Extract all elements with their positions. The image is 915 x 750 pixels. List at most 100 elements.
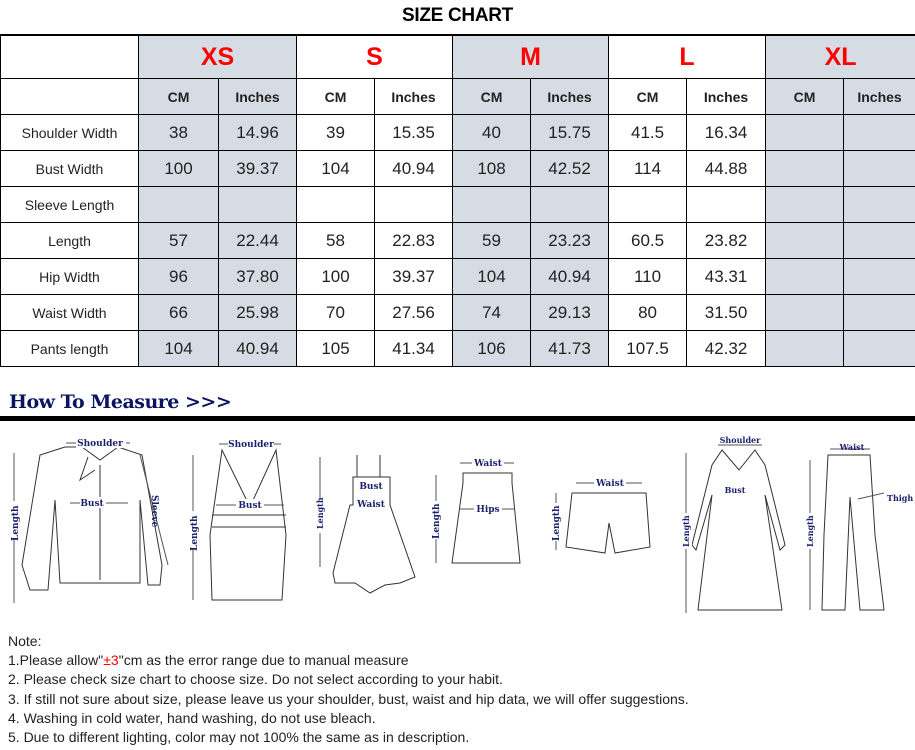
value-cell: 41.5 [608,114,688,151]
corner-cell [0,78,139,115]
value-cell: 80 [608,294,688,331]
corner-cell [0,34,139,79]
value-cell: 23.82 [686,222,767,259]
table-row: Waist Width 66 25.98 70 27.56 74 29.13 80 31.50 [0,294,915,331]
value-cell: 114 [608,150,688,187]
measurement-illustrations: Shoulder Bust Sleeve Length Shoulder Bus… [9,435,913,613]
row-label: Bust Width [0,150,139,187]
value-cell: 39.37 [217,150,298,187]
size-header-row: XS S M L XL [0,34,915,79]
value-cell: 57 [138,222,219,259]
length-label: Length [681,515,691,547]
blouse-figure: Shoulder Bust Sleeve Length [9,437,169,603]
value-cell: 40.94 [217,330,298,367]
value-cell [374,186,454,223]
table-row: Sleeve Length [0,186,915,223]
value-cell: 25.98 [217,294,298,331]
shoulder-label: Shoulder [720,435,761,445]
value-cell: 58 [296,222,376,259]
bust-label: Bust [238,501,262,511]
row-label: Length [0,222,139,259]
value-cell [843,294,915,331]
note-5: 5. Due to different lighting, color may … [8,729,470,746]
value-cell [843,186,915,223]
unit-header-cm: CM [765,78,845,115]
length-label: Length [315,497,325,529]
value-cell: 29.13 [530,294,610,331]
value-cell: 43.31 [686,258,767,295]
hips-label: Hips [476,505,499,515]
unit-header-row: CM Inches CM Inches CM Inches CM Inches CM Inches [0,78,915,115]
value-cell: 15.35 [374,114,454,151]
value-cell [765,258,845,295]
value-cell: 107.5 [608,330,688,367]
size-table: XS S M L XL CM Inches CM Inches CM Inches CM Inches C… [0,34,915,367]
dress-figure: Bust Waist Length [315,455,416,594]
value-cell [843,222,915,259]
table-row: Shoulder Width 38 14.96 39 15.35 40 15.75 41.5 1… [0,114,915,151]
value-cell: 74 [452,294,532,331]
value-cell [843,258,915,295]
length-label: Length [552,505,562,541]
value-cell [843,330,915,367]
waist-label: Waist [473,459,503,469]
value-cell [843,150,915,187]
tank-top-figure: Shoulder Bust Length [188,438,287,601]
waist-label: Waist [356,500,386,510]
value-cell [217,186,298,223]
notes: Note: 1.Please allow"±3"cm as the error … [8,632,689,747]
value-cell: 15.75 [530,114,610,151]
length-label: Length [805,515,815,547]
value-cell [530,186,610,223]
row-label: Pants length [0,330,139,367]
note-1-text-end: "cm as the error range due to manual mea… [118,652,409,669]
value-cell: 100 [138,150,219,187]
size-header-xs: XS [137,34,298,79]
value-cell: 104 [296,150,376,187]
value-cell: 23.23 [530,222,610,259]
size-header-xl: XL [765,34,915,79]
waist-label: Waist [595,479,625,489]
how-to-measure-heading: How To Measure >>> [9,391,232,413]
value-cell: 41.34 [374,330,454,367]
note-4: 4. Washing in cold water, hand washing, … [8,709,376,726]
unit-header-cm: CM [608,78,688,115]
value-cell: 41.73 [530,330,610,367]
value-cell: 27.56 [374,294,454,331]
row-label: Hip Width [0,258,139,295]
shorts-figure: Waist Length [551,477,651,554]
value-cell: 22.83 [374,222,454,259]
table-row: Length 57 22.44 58 22.83 59 23.23 60.5 23.82 [0,222,915,259]
value-cell [765,186,845,223]
size-header-m: M [452,34,610,79]
sleeve-label: Sleeve [149,495,159,528]
value-cell: 66 [138,294,219,331]
divider [0,416,915,421]
shoulder-label: Shoulder [77,439,123,449]
value-cell [452,186,532,223]
unit-header-cm: CM [452,78,532,115]
value-cell [765,330,845,367]
value-cell: 37.80 [217,258,298,295]
row-label: Sleeve Length [0,186,139,223]
table-row: Hip Width 96 37.80 100 39.37 104 40.94 110 43.31 [0,258,915,295]
value-cell: 31.50 [686,294,767,331]
unit-header-inches: Inches [217,78,298,115]
value-cell: 59 [452,222,532,259]
value-cell: 60.5 [608,222,688,259]
value-cell [765,222,845,259]
length-label: Length [11,505,21,541]
thigh-label: Thigh [887,493,913,503]
row-label: Shoulder Width [0,114,139,151]
bust-label: Bust [80,499,104,509]
coat-figure: Shoulder Bust Length [681,435,786,613]
unit-header-cm: CM [138,78,219,115]
value-cell: 106 [452,330,532,367]
value-cell: 108 [452,150,532,187]
note-2: 2. Please check size chart to choose siz… [8,671,503,688]
value-cell: 100 [296,258,376,295]
note-3: 3. If still not sure about size, please … [8,690,689,707]
value-cell: 105 [296,330,376,367]
row-label: Waist Width [0,294,139,331]
